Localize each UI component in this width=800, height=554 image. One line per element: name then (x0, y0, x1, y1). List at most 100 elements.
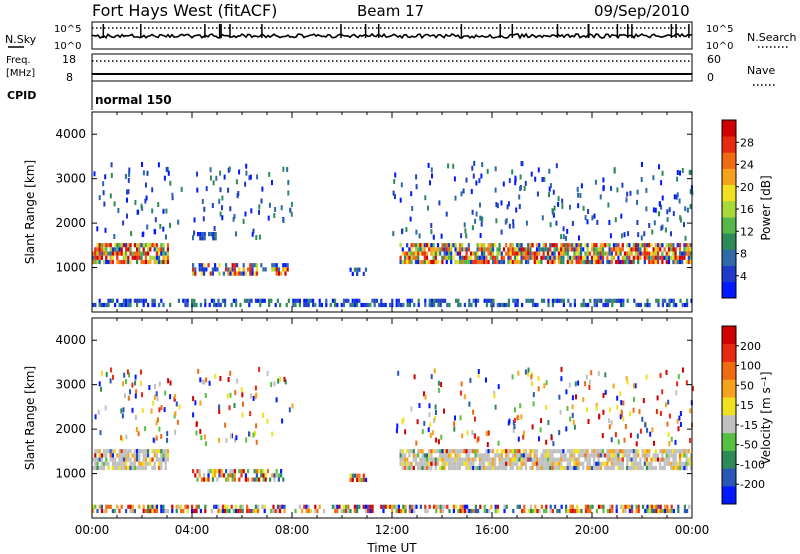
range-gate-cell (606, 251, 609, 256)
range-gate-cell (242, 401, 244, 407)
range-gate-cell (602, 504, 605, 509)
range-gate-cell (413, 302, 416, 308)
range-gate-cell (120, 465, 123, 471)
range-gate-cell (590, 465, 594, 471)
range-gate-cell (478, 259, 481, 265)
range-gate-cell (626, 465, 629, 471)
range-gate-cell (595, 461, 598, 466)
range-gate-cell (535, 243, 539, 248)
range-gate-cell (500, 465, 503, 471)
range-gate-cell (560, 234, 563, 240)
range-gate-cell (675, 194, 678, 200)
range-gate-cell (434, 457, 437, 462)
range-gate-cell (450, 449, 453, 454)
range-gate-cell (516, 302, 519, 308)
range-gate-cell (114, 461, 117, 466)
range-gate-cell (674, 449, 677, 454)
range-gate-cell (268, 202, 271, 208)
range-gate-cell (600, 298, 603, 303)
range-gate-cell (547, 302, 550, 308)
range-gate-cell (472, 251, 475, 256)
colorbar-tick-label: 200 (740, 340, 761, 353)
range-gate-cell (620, 213, 623, 219)
range-gate-cell (674, 259, 677, 265)
range-gate-cell (610, 457, 613, 462)
range-gate-cell (131, 255, 134, 260)
range-gate-cell (637, 247, 640, 252)
range-gate-cell (643, 251, 646, 256)
range-gate-cell (575, 243, 578, 248)
range-gate-cell (637, 449, 640, 454)
range-gate-cell (158, 302, 161, 308)
range-gate-cell (419, 504, 422, 509)
range-gate-cell (677, 426, 680, 432)
range-gate-cell (96, 508, 99, 514)
range-gate-cell (121, 436, 124, 442)
range-gate-cell (292, 298, 295, 303)
range-gate-cell (401, 251, 404, 256)
range-gate-cell (661, 465, 664, 471)
range-gate-cell (606, 465, 609, 471)
range-gate-cell (500, 457, 503, 462)
range-gate-cell (401, 449, 404, 454)
range-gate-cell (248, 302, 251, 308)
range-gate-cell (597, 465, 600, 471)
range-gate-cell (138, 298, 141, 303)
range-gate-cell (598, 298, 601, 303)
range-gate-cell (557, 259, 561, 265)
range-gate-cell (314, 302, 317, 308)
range-gate-cell (599, 465, 602, 471)
range-gate-cell (120, 453, 123, 458)
range-gate-cell (371, 298, 374, 303)
range-gate-cell (136, 259, 139, 265)
range-gate-cell (582, 298, 585, 303)
ytick-label: 2000 (55, 422, 86, 436)
range-gate-cell (678, 465, 682, 471)
range-gate-cell (166, 247, 169, 252)
range-gate-cell (129, 508, 132, 514)
range-gate-cell (117, 208, 120, 213)
range-gate-cell (587, 504, 590, 509)
range-gate-cell (392, 190, 395, 196)
colorbar-tick-label: 50 (740, 379, 754, 392)
range-gate-cell (184, 504, 187, 509)
range-gate-cell (151, 465, 154, 471)
range-gate-cell (174, 429, 177, 435)
range-gate-cell (98, 465, 101, 471)
range-gate-cell (193, 302, 196, 308)
range-gate-cell (140, 369, 142, 375)
range-gate-cell (437, 298, 440, 303)
range-gate-cell (424, 195, 427, 201)
range-gate-cell (566, 465, 569, 471)
range-gate-cell (241, 504, 244, 509)
range-gate-cell (441, 504, 444, 509)
range-gate-cell (462, 188, 465, 194)
range-gate-cell (231, 469, 234, 474)
range-gate-cell (660, 180, 663, 186)
range-gate-cell (153, 243, 156, 248)
range-gate-cell (608, 424, 611, 430)
range-gate-cell (637, 251, 640, 256)
range-gate-cell (539, 427, 542, 433)
range-gate-cell (543, 298, 546, 303)
range-gate-cell (561, 203, 564, 209)
range-gate-cell (593, 465, 596, 471)
range-gate-cell (109, 251, 112, 256)
range-gate-cell (689, 189, 692, 195)
range-gate-cell (271, 180, 273, 186)
range-gate-cell (118, 453, 121, 458)
range-gate-cell (444, 298, 447, 303)
range-gate-cell (630, 247, 633, 252)
colorbar-swatch (722, 486, 736, 505)
range-gate-cell (634, 251, 638, 256)
range-gate-cell (505, 251, 508, 256)
range-gate-cell (508, 201, 510, 207)
range-gate-cell (273, 477, 276, 482)
range-gate-cell (221, 504, 224, 509)
range-gate-cell (194, 473, 197, 478)
range-gate-cell (201, 232, 204, 237)
range-gate-cell (109, 193, 112, 199)
range-gate-cell (244, 271, 247, 276)
range-gate-cell (496, 504, 499, 509)
range-gate-cell (622, 504, 625, 509)
